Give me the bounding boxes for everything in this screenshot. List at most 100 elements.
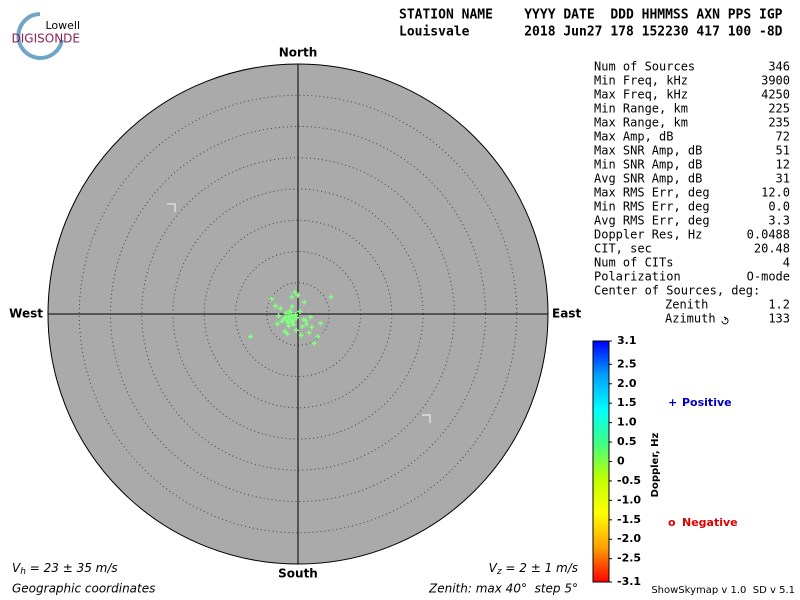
source-point xyxy=(291,322,297,328)
stat-value: 72 xyxy=(776,130,790,144)
vz-text: = 2 ± 1 m/s xyxy=(502,561,578,575)
stat-label: Max Range, km xyxy=(594,116,688,130)
vh-text: = 23 ± 35 m/s xyxy=(26,561,118,575)
source-point xyxy=(276,313,282,319)
stat-value: 225 xyxy=(768,102,790,116)
stat-label: Min Freq, kHz xyxy=(594,74,688,88)
colorbar-tick-label: -0.5 xyxy=(617,474,641,487)
marker xyxy=(167,203,176,212)
stat-label: Doppler Res, Hz xyxy=(594,228,702,242)
stat-label: Min Range, km xyxy=(594,102,688,116)
legend-label: Negative xyxy=(682,516,738,529)
stat-value: 3.3 xyxy=(768,214,790,228)
source-point xyxy=(287,308,293,314)
source-point xyxy=(311,340,317,346)
stat-label: Center of Sources, deg: xyxy=(594,284,760,298)
source-point xyxy=(293,312,298,318)
source-point xyxy=(295,292,301,298)
source-point xyxy=(293,327,299,333)
colorbar-tick-label: 0.5 xyxy=(617,435,637,448)
colorbar-tick-label: 3.1 xyxy=(617,334,637,347)
source-point xyxy=(315,334,321,339)
stat-label: Min RMS Err, deg xyxy=(594,200,710,214)
colorbar-tick-label: 1.0 xyxy=(617,416,637,429)
source-point xyxy=(282,329,288,334)
stat-label: CIT, sec xyxy=(594,242,652,256)
vz-sub: z xyxy=(496,567,502,577)
stat-value: 20.48 xyxy=(754,242,790,256)
vh-symbol: V xyxy=(12,561,21,575)
source-point xyxy=(289,304,295,309)
source-point xyxy=(308,314,313,320)
coords-label: Geographic coordinates xyxy=(12,582,155,596)
colorbar-tick-label: -2.0 xyxy=(617,532,641,545)
stat-value: 12.0 xyxy=(761,186,790,200)
marker xyxy=(422,414,431,423)
colorbar-tick-label: 1.5 xyxy=(617,396,637,409)
legend-symbol: + xyxy=(668,396,677,409)
stat-value: 1.2 xyxy=(768,298,790,312)
zenith-label: Zenith: max 40° step 5° xyxy=(428,582,578,596)
source-point xyxy=(298,332,304,338)
colorbar-tick-label: 2.5 xyxy=(617,357,637,370)
direction-label: South xyxy=(278,567,318,581)
stat-value: 0.0488 xyxy=(747,228,790,242)
stat-value: 12 xyxy=(776,158,790,172)
logo-top: Lowell xyxy=(45,19,80,32)
stat-label: Polarization xyxy=(594,270,681,284)
colorbar-tick-label: -2.5 xyxy=(617,552,641,565)
stats-table: Num of Sources 346 Min Freq, kHz 3900 Max Fr… xyxy=(594,60,790,326)
stat-value: 235 xyxy=(768,116,790,130)
stat-label: Max Amp, dB xyxy=(594,130,673,144)
direction-label: East xyxy=(552,307,581,321)
stat-label: Max SNR Amp, dB xyxy=(594,144,702,158)
direction-label: North xyxy=(279,46,317,60)
colorbar-tick-label: -1.5 xyxy=(617,513,641,526)
stat-value: 4 xyxy=(783,256,790,270)
source-point xyxy=(248,334,253,339)
legend-label: Positive xyxy=(682,396,732,409)
vz-symbol: V xyxy=(489,561,498,575)
stat-label: Avg RMS Err, deg xyxy=(594,214,710,228)
colorbar-tick-label: -1.0 xyxy=(617,493,641,506)
colorbar-tick-label: 2.0 xyxy=(617,377,637,390)
source-point xyxy=(269,296,275,302)
stat-value: 31 xyxy=(776,172,790,186)
source-point xyxy=(273,303,278,309)
source-point xyxy=(328,294,334,300)
source-point xyxy=(301,299,307,305)
source-point xyxy=(289,294,295,300)
source-point xyxy=(283,310,289,316)
stat-label: Num of CITs xyxy=(594,256,673,270)
logo-swoosh xyxy=(16,12,64,60)
source-point xyxy=(286,323,292,329)
source-point xyxy=(309,324,315,330)
azimuth-arrow xyxy=(721,316,729,325)
colorbar-label: Doppler, Hz xyxy=(650,433,661,498)
legend-symbol: o xyxy=(668,516,676,529)
colorbar-scale xyxy=(592,340,610,583)
source-point xyxy=(274,321,280,327)
vz-label: Vz = 2 ± 1 m/s xyxy=(489,561,578,577)
vh-label: Vh = 23 ± 35 m/s xyxy=(12,561,118,577)
direction-label: West xyxy=(9,307,43,321)
version-label: ShowSkymap v 1.0 SD v 5.1 xyxy=(651,585,795,596)
header-values: Louisvale 2018 Jun27 178 152230 417 100 … xyxy=(399,25,783,40)
stat-value: 0.0 xyxy=(768,200,790,214)
plot: North South West East xyxy=(9,46,581,581)
source-point xyxy=(279,319,285,324)
stat-label: Max RMS Err, deg xyxy=(594,186,710,200)
logo-bottom: DIGISONDE xyxy=(12,32,80,46)
vh-sub: h xyxy=(20,567,26,577)
stat-label: Max Freq, kHz xyxy=(594,88,688,102)
source-point xyxy=(304,321,310,327)
stat-value: 133 xyxy=(768,312,790,326)
stat-label: Min SNR Amp, dB xyxy=(594,158,702,172)
header-labels: STATION NAME YYYY DATE DDD HHMMSS AXN PP… xyxy=(399,8,783,23)
colorbar-tick-label: -3.1 xyxy=(617,575,641,588)
stat-value: O-mode xyxy=(747,270,790,284)
stat-label: Avg SNR Amp, dB xyxy=(594,172,702,186)
stat-value: 4250 xyxy=(761,88,790,102)
source-point xyxy=(306,330,312,336)
